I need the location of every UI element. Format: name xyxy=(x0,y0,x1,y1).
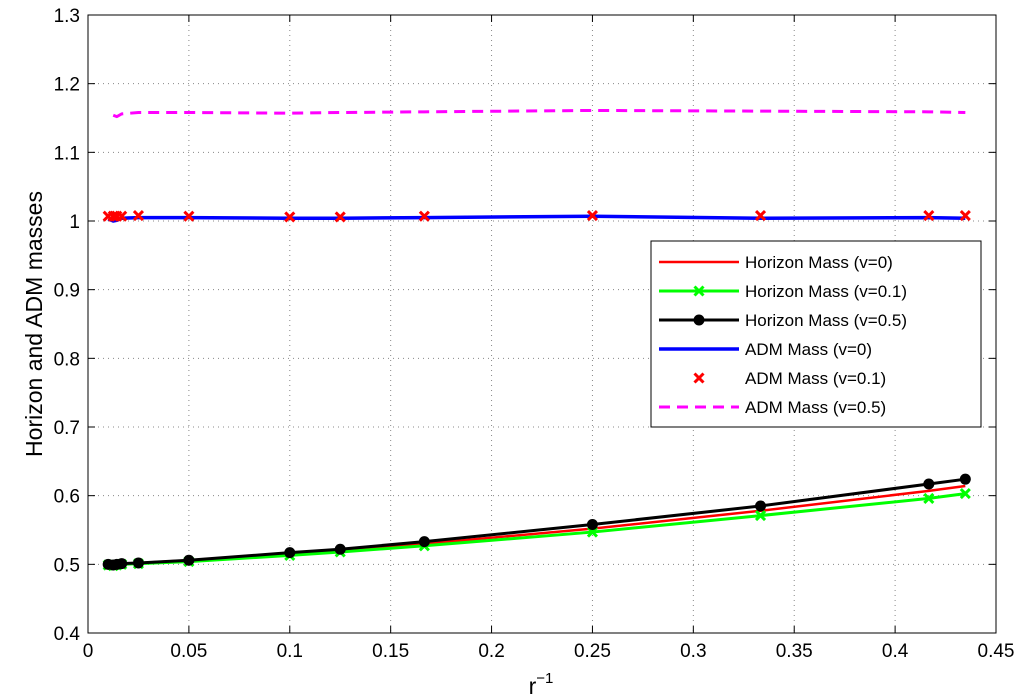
data-point-horizon-mass-v05 xyxy=(418,536,430,548)
marker-stroke xyxy=(116,210,128,222)
series-adm-mass-v01 xyxy=(102,209,971,223)
marker-stroke xyxy=(183,210,195,222)
legend: Horizon Mass (v=0) Horizon Mass (v=0.1) Ho… xyxy=(650,240,982,428)
legend-label: Horizon Mass (v=0) xyxy=(745,253,893,272)
series-line-horizon-mass-v05 xyxy=(107,477,966,567)
data-point-adm-mass-v01 xyxy=(418,210,430,222)
x-tick-label: 0 xyxy=(83,641,94,662)
series-line-adm-mass-v0 xyxy=(107,214,966,223)
plot-area xyxy=(102,108,971,572)
x-tick-label: 0.25 xyxy=(574,641,611,662)
legend-label: ADM Mass (v=0.1) xyxy=(745,369,886,388)
series-line-adm-mass-v05 xyxy=(112,108,966,119)
y-axis-label: Horizon and ADM masses xyxy=(21,191,47,457)
x-axis-label: r−1 xyxy=(529,670,554,699)
marker-stroke xyxy=(107,210,119,222)
data-point-horizon-mass-v05 xyxy=(284,547,296,559)
data-point-adm-mass-v01 xyxy=(754,209,767,222)
marker-stroke xyxy=(418,210,430,222)
legend-item-adm-mass-v01: ADM Mass (v=0.1) xyxy=(693,369,886,388)
data-point-horizon-mass-v01 xyxy=(959,488,971,500)
y-tick-label: 0.8 xyxy=(54,349,80,370)
legend-label: ADM Mass (v=0) xyxy=(745,340,872,359)
legend-swatch-marker xyxy=(693,314,705,326)
y-tick-label: 0.4 xyxy=(54,624,81,645)
data-point-adm-mass-v01 xyxy=(107,210,119,222)
data-point-horizon-mass-v05 xyxy=(116,558,128,570)
x-tick-label: 0.45 xyxy=(978,641,1015,662)
legend-item-adm-mass-v0: ADM Mass (v=0) xyxy=(659,340,872,359)
data-point-horizon-mass-v05 xyxy=(586,519,598,531)
series-line-horizon-mass-v0 xyxy=(108,484,966,567)
data-point-adm-mass-v01 xyxy=(923,209,935,222)
x-tick-label: 0.3 xyxy=(680,641,706,662)
x-tick-label: 0.05 xyxy=(170,641,207,662)
series-adm-mass-v0 xyxy=(107,214,966,223)
marker-stroke xyxy=(959,488,971,500)
marker-stroke xyxy=(334,211,346,223)
x-tick-label: 0.2 xyxy=(478,641,504,662)
plot-frame xyxy=(87,14,997,634)
legend-swatch-marker xyxy=(693,285,705,297)
series-adm-mass-v05 xyxy=(112,108,966,119)
data-point-adm-mass-v01 xyxy=(132,209,145,222)
y-tick-label: 1 xyxy=(69,212,80,233)
legend-label: Horizon Mass (v=0.5) xyxy=(745,311,907,330)
legend-item-horizon-mass-v01: Horizon Mass (v=0.1) xyxy=(659,282,907,301)
x-tick-label: 0.15 xyxy=(372,641,409,662)
marker-stroke xyxy=(923,492,935,504)
data-point-adm-mass-v01 xyxy=(183,210,195,222)
axis-ticks: 0 0.05 0.1 0.15 0.2 0.25 0.3 0.35 0.4 0.45 0.4 0.5 0… xyxy=(54,6,1015,662)
legend-label: Horizon Mass (v=0.1) xyxy=(745,282,907,301)
marker-stroke xyxy=(693,285,705,297)
y-tick-label: 0.5 xyxy=(54,555,80,576)
y-tick-label: 0.7 xyxy=(54,418,80,439)
marker-stroke xyxy=(693,372,705,384)
data-point-adm-mass-v01 xyxy=(116,210,128,222)
y-tick-label: 0.9 xyxy=(54,281,80,302)
data-point-adm-mass-v01 xyxy=(284,211,296,223)
legend-label: ADM Mass (v=0.5) xyxy=(745,398,886,417)
data-point-horizon-mass-v05 xyxy=(755,500,767,512)
marker-stroke xyxy=(284,211,296,223)
x-tick-label: 0.35 xyxy=(776,641,813,662)
data-point-horizon-mass-v05 xyxy=(132,557,144,569)
series-horizon-mass-v05 xyxy=(102,473,971,571)
marker-stroke xyxy=(959,209,971,222)
legend-item-horizon-mass-v05: Horizon Mass (v=0.5) xyxy=(659,311,907,330)
marker-stroke xyxy=(754,209,767,222)
data-point-horizon-mass-v05 xyxy=(334,543,346,555)
x-axis-label-exponent: −1 xyxy=(536,670,553,687)
data-point-horizon-mass-v01 xyxy=(923,492,935,504)
y-tick-label: 1.3 xyxy=(54,6,80,27)
y-tick-label: 1.2 xyxy=(54,75,80,96)
legend-swatch-marker xyxy=(693,372,705,384)
marker-stroke xyxy=(132,209,145,222)
legend-item-horizon-mass-v0: Horizon Mass (v=0) xyxy=(659,253,893,272)
legend-box xyxy=(650,240,982,428)
legend-item-adm-mass-v05: ADM Mass (v=0.5) xyxy=(659,398,886,417)
y-tick-label: 1.1 xyxy=(54,143,80,164)
data-point-adm-mass-v01 xyxy=(959,209,971,222)
x-tick-label: 0.4 xyxy=(882,641,909,662)
data-point-horizon-mass-v05 xyxy=(923,478,935,490)
marker-stroke xyxy=(923,209,935,222)
series-horizon-mass-v0 xyxy=(108,484,966,567)
marker-stroke xyxy=(586,209,599,222)
x-tick-label: 0.1 xyxy=(277,641,303,662)
data-point-adm-mass-v01 xyxy=(334,211,346,223)
data-point-horizon-mass-v05 xyxy=(959,473,971,485)
y-tick-label: 0.6 xyxy=(54,487,80,508)
data-point-horizon-mass-v05 xyxy=(183,554,195,566)
marker-stroke xyxy=(754,510,767,522)
data-point-horizon-mass-v01 xyxy=(754,510,767,522)
data-point-adm-mass-v01 xyxy=(586,209,599,222)
